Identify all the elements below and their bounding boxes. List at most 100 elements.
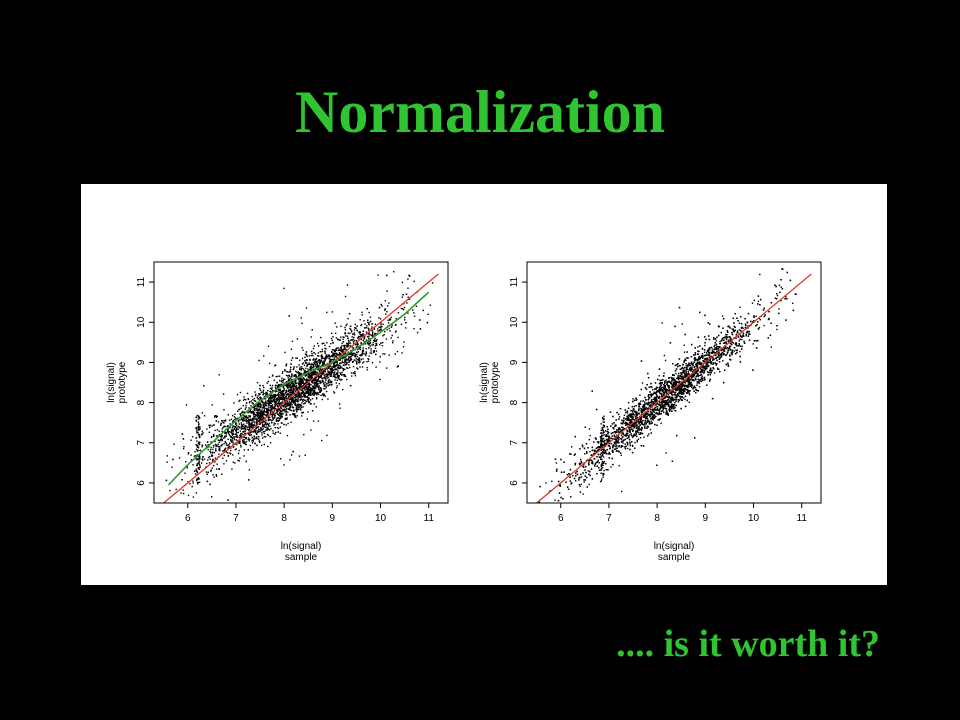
scatter-point [196, 481, 199, 484]
scatter-point [329, 357, 331, 360]
scatter-point [294, 413, 296, 415]
scatter-point [202, 432, 204, 434]
scatter-point [376, 343, 378, 345]
scatter-point [312, 380, 314, 382]
scatter-point [222, 457, 224, 459]
scatter-point [380, 328, 382, 330]
scatter-point [238, 408, 241, 410]
scatter-point [323, 382, 325, 385]
scatter-point [195, 492, 198, 494]
scatter-point [319, 375, 322, 377]
scatter-point [172, 458, 174, 461]
scatter-point [346, 378, 348, 381]
scatter-point [265, 393, 267, 396]
scatter-point [325, 379, 327, 381]
scatter-point [335, 361, 337, 363]
scatter-point [315, 379, 318, 382]
scatter-point [196, 440, 198, 442]
scatter-point [279, 432, 281, 434]
scatter-point [273, 379, 275, 381]
scatter-point [356, 344, 359, 346]
scatter-point [248, 433, 250, 436]
scatter-point [185, 404, 188, 406]
scatter-point [308, 376, 311, 378]
scatter-point [192, 496, 195, 498]
scatter-point [280, 396, 282, 398]
scatter-point [335, 382, 337, 384]
scatter-point [352, 352, 355, 355]
scatter-point [236, 434, 238, 437]
scatter-point [347, 332, 349, 334]
scatter-point [374, 340, 376, 342]
scatter-point [352, 347, 355, 349]
scatter-point [272, 406, 274, 408]
scatter-point [216, 429, 219, 431]
scatter-point [397, 336, 399, 339]
scatter-point [300, 385, 303, 388]
scatter-point [261, 411, 263, 413]
scatter-point [304, 395, 306, 397]
scatter-point [256, 423, 258, 425]
scatter-point [266, 415, 268, 417]
scatter-point [290, 402, 292, 405]
scatter-point [245, 425, 247, 427]
scatter-point [312, 364, 315, 367]
scatter-point [282, 399, 284, 401]
scatter-point [315, 383, 318, 386]
scatter-point [327, 370, 329, 372]
scatter-point [256, 436, 258, 438]
scatter-point [319, 363, 321, 365]
scatter-point [249, 419, 252, 422]
scatter-point [263, 421, 266, 423]
scatter-point [169, 489, 171, 492]
scatter-point [287, 390, 290, 392]
scatter-point [338, 354, 341, 356]
scatter-point [294, 385, 297, 388]
scatter-point [289, 408, 291, 410]
scatter-point [304, 399, 306, 402]
scatter-point [222, 421, 224, 424]
scatter-point [281, 390, 283, 392]
scatter-point [328, 384, 331, 386]
scatter-point [304, 359, 306, 362]
scatter-point [274, 403, 276, 405]
scatter-point [296, 406, 298, 408]
scatter-point [359, 346, 362, 349]
scatter-point [273, 416, 275, 418]
scatter-point [367, 343, 369, 345]
scatter-point [198, 460, 201, 462]
scatter-point [627, 402, 630, 404]
scatter-point [295, 382, 297, 384]
scatter-point [319, 391, 321, 393]
scatter-point [304, 372, 306, 374]
scatter-point [335, 356, 337, 358]
scatter-point [230, 447, 232, 449]
scatter-point [239, 435, 241, 438]
scatter-point [317, 374, 319, 377]
scatter-point [299, 373, 302, 375]
scatter-point [206, 480, 209, 483]
scatter-point [362, 333, 364, 335]
scatter-point [344, 346, 346, 348]
scatter-point [253, 429, 255, 431]
scatter-point [295, 408, 298, 410]
scatter-point [190, 459, 193, 461]
scatter-point [296, 411, 298, 413]
scatter-point [239, 391, 242, 394]
scatter-point [340, 362, 342, 364]
scatter-point [324, 352, 326, 354]
scatter-point [236, 428, 238, 430]
scatter-point [289, 459, 291, 461]
scatter-point [216, 415, 218, 418]
scatter-point [347, 318, 349, 320]
scatter-point [317, 391, 319, 394]
scatter-point [264, 403, 266, 405]
scatter-point [241, 412, 243, 414]
scatter-point [340, 345, 343, 347]
scatter-point [307, 394, 310, 396]
scatter-point [272, 417, 274, 419]
scatter-point [285, 381, 288, 383]
scatter-point [256, 421, 259, 423]
point-cloud [538, 268, 797, 503]
scatter-point [225, 425, 227, 428]
